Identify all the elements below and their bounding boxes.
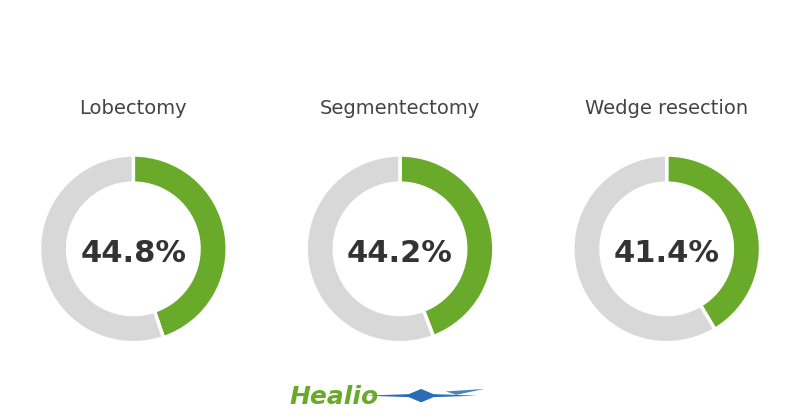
Text: cell lung cancer based on lung resection surgery type:: cell lung cancer based on lung resection… bbox=[124, 81, 676, 99]
Polygon shape bbox=[365, 389, 478, 402]
Text: Wedge resection: Wedge resection bbox=[585, 99, 748, 118]
Text: Lobectomy: Lobectomy bbox=[79, 99, 187, 118]
Polygon shape bbox=[446, 389, 485, 395]
Text: Segmentectomy: Segmentectomy bbox=[320, 99, 480, 118]
Text: 10-year overall survival among patients with stage IA non-small: 10-year overall survival among patients … bbox=[75, 37, 725, 55]
Text: Healio: Healio bbox=[290, 385, 379, 409]
Wedge shape bbox=[400, 155, 494, 336]
Wedge shape bbox=[306, 155, 434, 343]
Text: 44.8%: 44.8% bbox=[80, 239, 186, 268]
Text: 41.4%: 41.4% bbox=[614, 239, 720, 268]
Wedge shape bbox=[573, 155, 715, 343]
Text: 44.2%: 44.2% bbox=[347, 239, 453, 268]
Wedge shape bbox=[39, 155, 163, 343]
Wedge shape bbox=[666, 155, 761, 329]
Wedge shape bbox=[134, 155, 227, 338]
